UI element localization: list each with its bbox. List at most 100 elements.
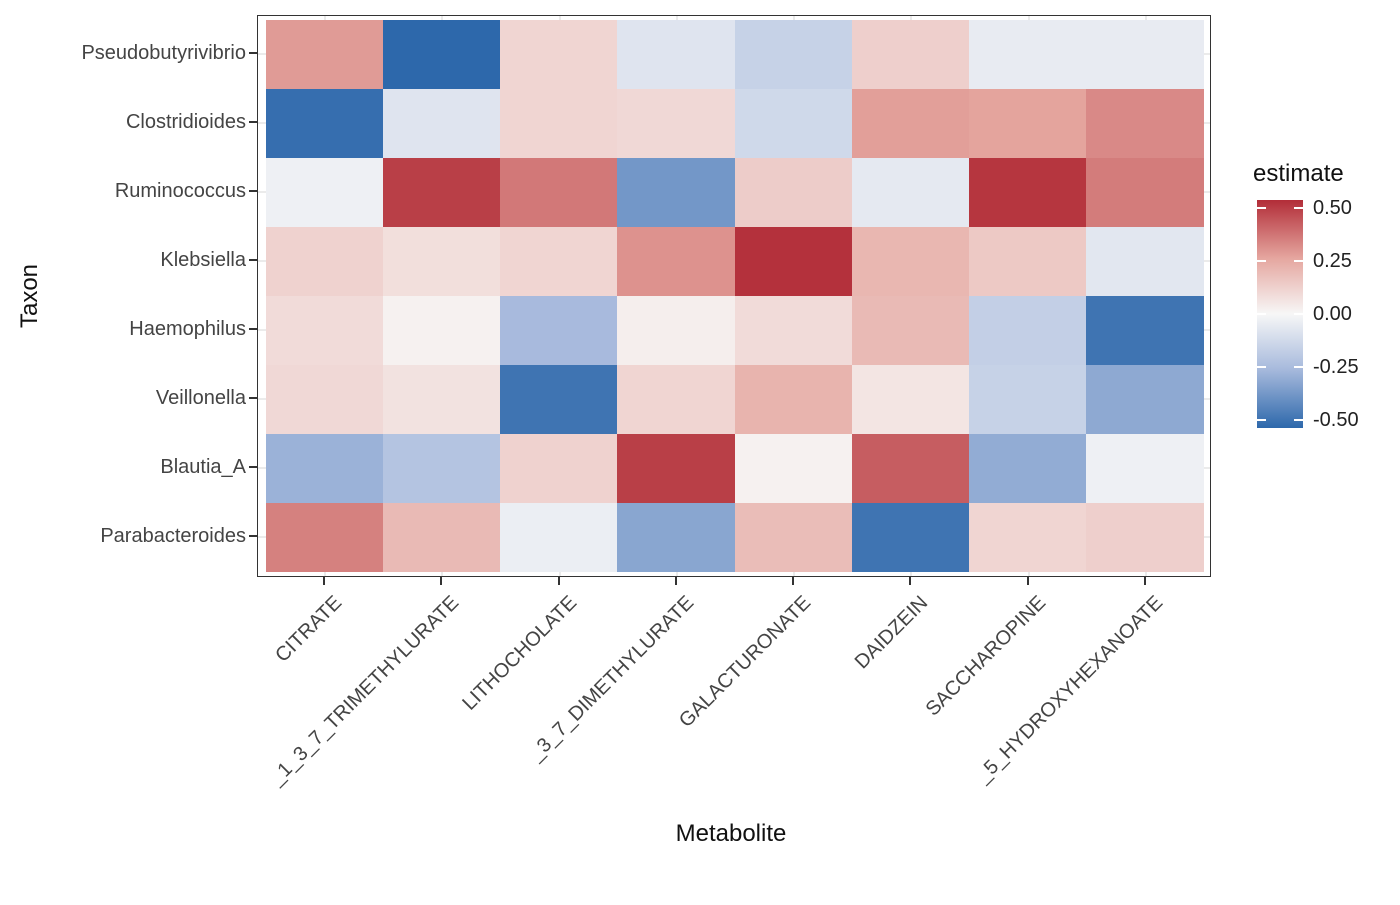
heatmap-cell bbox=[969, 226, 1087, 296]
heatmap-cell bbox=[265, 502, 384, 572]
heatmap-cell bbox=[265, 226, 384, 296]
y-axis-label: Klebsiella bbox=[160, 249, 246, 271]
heatmap-cell bbox=[1086, 157, 1204, 227]
heatmap-cell bbox=[265, 157, 384, 227]
heatmap-cell bbox=[382, 295, 501, 365]
legend-tick-label: 0.25 bbox=[1313, 250, 1352, 273]
heatmap-cell bbox=[617, 88, 735, 158]
heatmap-cell bbox=[1086, 433, 1204, 503]
heatmap-cell bbox=[265, 19, 384, 89]
heatmap-cell bbox=[500, 226, 618, 296]
x-axis-tick bbox=[909, 577, 912, 585]
legend-colorbar-tick bbox=[1257, 418, 1266, 421]
heatmap-cell bbox=[969, 19, 1087, 89]
heatmap-cell bbox=[851, 157, 970, 227]
heatmap-cell bbox=[617, 502, 735, 572]
heatmap-cell bbox=[265, 433, 384, 503]
heatmap-cell bbox=[1086, 226, 1204, 296]
heatmap-cell bbox=[734, 88, 853, 158]
heatmap-cell bbox=[851, 433, 970, 503]
heatmap-cell bbox=[382, 157, 501, 227]
heatmap-tiles bbox=[265, 19, 1204, 572]
y-axis-label: Ruminococcus bbox=[114, 180, 246, 202]
heatmap-cell bbox=[265, 364, 384, 434]
heatmap-cell bbox=[969, 295, 1087, 365]
heatmap-cell bbox=[382, 364, 501, 434]
x-axis-title: Metabolite bbox=[675, 820, 787, 847]
heatmap-cell bbox=[851, 295, 970, 365]
heatmap-cell bbox=[617, 157, 735, 227]
y-axis-tick bbox=[249, 52, 257, 54]
y-axis-tick bbox=[249, 190, 257, 192]
legend-colorbar-tick bbox=[1257, 207, 1266, 210]
heatmap-cell bbox=[500, 502, 618, 572]
heatmap-cell bbox=[382, 226, 501, 296]
legend-colorbar-tick bbox=[1294, 365, 1303, 368]
heatmap-cell bbox=[500, 157, 618, 227]
heatmap-cell bbox=[851, 19, 970, 89]
heatmap-cell bbox=[617, 433, 735, 503]
y-axis-tick bbox=[249, 259, 257, 261]
heatmap-cell bbox=[734, 364, 853, 434]
x-axis-tick bbox=[674, 577, 677, 585]
heatmap-cell bbox=[734, 19, 853, 89]
heatmap-cell bbox=[969, 433, 1087, 503]
y-axis-label: Blautia_A bbox=[160, 456, 246, 478]
legend-tick-label: 0.00 bbox=[1313, 303, 1352, 325]
x-axis-tick bbox=[440, 577, 443, 585]
heatmap-cell bbox=[851, 226, 970, 296]
legend-tick-label: 0.50 bbox=[1313, 197, 1352, 220]
x-axis-tick bbox=[557, 577, 560, 585]
y-axis-label: Clostridioides bbox=[125, 111, 246, 133]
y-axis-title: Taxon bbox=[16, 263, 43, 329]
legend-colorbar-tick bbox=[1257, 260, 1266, 263]
heatmap-cell bbox=[382, 502, 501, 572]
heatmap-cell bbox=[851, 364, 970, 434]
heatmap-cell bbox=[382, 88, 501, 158]
heatmap-cell bbox=[969, 502, 1087, 572]
heatmap-cell bbox=[1086, 88, 1204, 158]
heatmap-cell bbox=[382, 19, 501, 89]
y-axis-tick bbox=[249, 121, 257, 123]
y-axis-tick bbox=[249, 466, 257, 468]
legend-tick-label: -0.50 bbox=[1313, 408, 1359, 431]
heatmap-cell bbox=[265, 295, 384, 365]
heatmap-cell bbox=[500, 19, 618, 89]
heatmap-cell bbox=[734, 157, 853, 227]
legend-colorbar-tick bbox=[1294, 260, 1303, 263]
legend-colorbar bbox=[1257, 200, 1303, 428]
legend-tick-label: -0.25 bbox=[1313, 355, 1359, 378]
y-axis-label: Pseudobutyrivibrio bbox=[81, 42, 246, 64]
x-axis-tick bbox=[1026, 577, 1029, 585]
y-axis-label: Parabacteroides bbox=[100, 525, 246, 547]
y-axis-label: Veillonella bbox=[155, 387, 246, 409]
heatmap-cell bbox=[500, 295, 618, 365]
legend-colorbar-tick bbox=[1294, 418, 1303, 421]
heatmap-cell bbox=[617, 19, 735, 89]
heatmap-cell bbox=[1086, 295, 1204, 365]
heatmap-cell bbox=[969, 157, 1087, 227]
heatmap-cell bbox=[1086, 19, 1204, 89]
heatmap-cell bbox=[617, 295, 735, 365]
heatmap-cell bbox=[969, 88, 1087, 158]
heatmap-cell bbox=[734, 295, 853, 365]
heatmap-cell bbox=[734, 502, 853, 572]
legend-colorbar-tick bbox=[1257, 313, 1266, 315]
y-axis-tick bbox=[249, 397, 257, 399]
x-axis-tick bbox=[1143, 577, 1146, 585]
heatmap-cell bbox=[617, 364, 735, 434]
legend-colorbar-tick bbox=[1257, 365, 1266, 368]
heatmap-cell bbox=[500, 364, 618, 434]
heatmap-cell bbox=[1086, 364, 1204, 434]
heatmap-cell bbox=[734, 433, 853, 503]
heatmap-cell bbox=[969, 364, 1087, 434]
plot-panel bbox=[257, 15, 1211, 577]
y-axis-tick bbox=[249, 328, 257, 330]
legend-title: estimate bbox=[1253, 160, 1344, 187]
heatmap-cell bbox=[500, 433, 618, 503]
x-axis-tick bbox=[323, 577, 326, 585]
heatmap-cell bbox=[734, 226, 853, 296]
y-axis-tick bbox=[249, 535, 257, 537]
heatmap-cell bbox=[265, 88, 384, 158]
heatmap-cell bbox=[500, 88, 618, 158]
